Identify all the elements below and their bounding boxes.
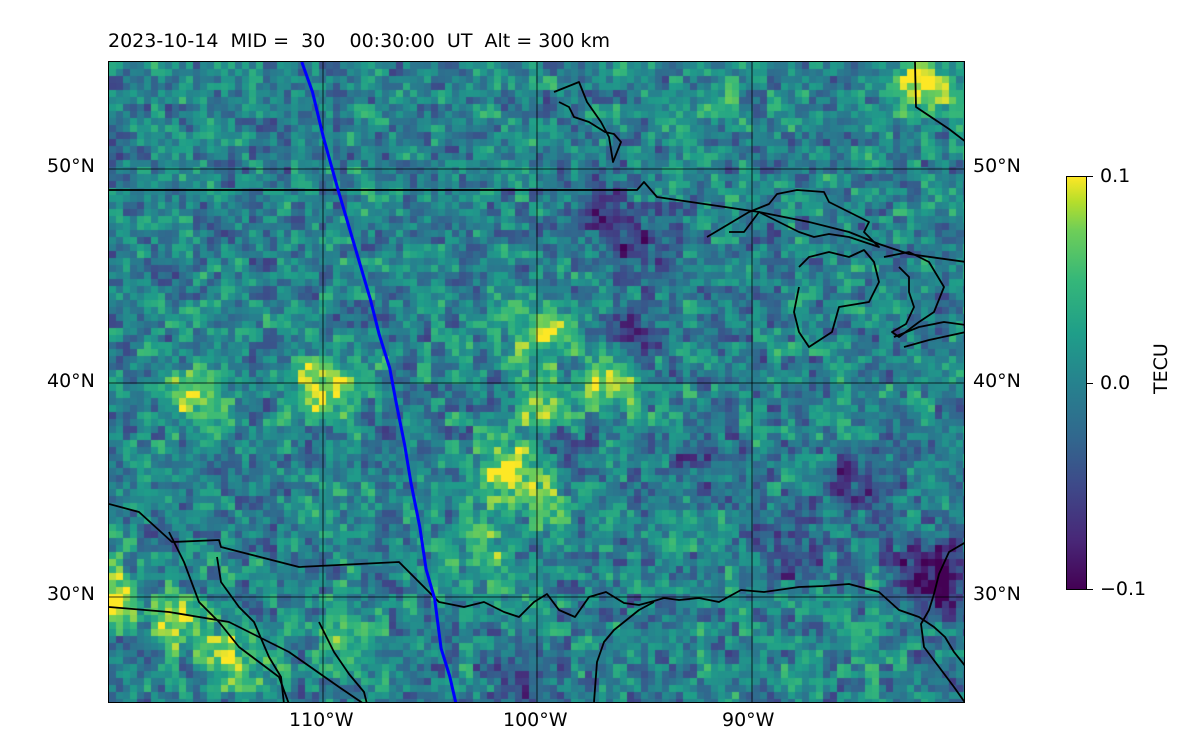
colorbar-tick-min bbox=[1087, 589, 1093, 590]
lat-label-40n-right: 40°N bbox=[973, 370, 1021, 392]
colorbar-label-zero: 0.0 bbox=[1100, 372, 1131, 394]
colorbar-label-min: −0.1 bbox=[1100, 578, 1147, 600]
lon-label-110w: 110°W bbox=[289, 709, 354, 731]
lake-erie bbox=[893, 321, 964, 338]
lake-superior bbox=[706, 189, 880, 248]
gulf-coast bbox=[593, 601, 655, 702]
lat-label-30n-right: 30°N bbox=[973, 583, 1021, 605]
colorbar-title: TECU bbox=[1150, 343, 1172, 394]
lon-label-100w: 100°W bbox=[503, 709, 568, 731]
lat-label-50n-left: 50°N bbox=[47, 155, 95, 177]
florida bbox=[920, 542, 964, 702]
gridlines bbox=[109, 62, 964, 702]
lat-label-50n-right: 50°N bbox=[973, 155, 1021, 177]
colorbar-tick-max bbox=[1087, 176, 1093, 177]
baja-west bbox=[216, 556, 285, 702]
lake-ontario bbox=[903, 331, 964, 348]
gulf-of-california bbox=[318, 621, 368, 702]
coastlines-borders bbox=[109, 62, 964, 702]
colorbar-tick-zero bbox=[1087, 383, 1093, 384]
tec-map[interactable] bbox=[108, 61, 965, 703]
map-title: 2023-10-14 MID = 30 00:30:00 UT Alt = 30… bbox=[108, 30, 611, 52]
lon-label-90w: 90°W bbox=[722, 709, 775, 731]
map-overlay bbox=[109, 62, 964, 702]
hudson-bay-coast bbox=[914, 62, 964, 142]
baja-california bbox=[168, 531, 290, 702]
satellite-track bbox=[300, 62, 458, 702]
colorbar bbox=[1066, 176, 1087, 590]
colorbar-label-max: 0.1 bbox=[1100, 165, 1131, 187]
lake-michigan bbox=[793, 249, 880, 348]
mexico-pacific-coast bbox=[109, 606, 363, 702]
lat-label-30n-left: 30°N bbox=[47, 583, 95, 605]
lat-label-40n-left: 40°N bbox=[47, 370, 95, 392]
lake-huron bbox=[883, 251, 945, 338]
us-mexico-border bbox=[109, 503, 964, 666]
hudson-bay-island bbox=[553, 81, 622, 163]
